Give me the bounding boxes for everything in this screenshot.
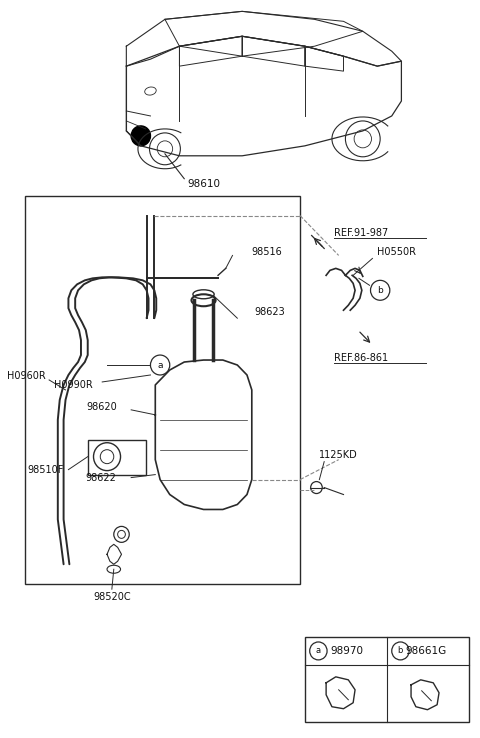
- Circle shape: [131, 126, 150, 146]
- Text: 1125KD: 1125KD: [319, 449, 358, 460]
- Text: REF.91-987: REF.91-987: [334, 227, 388, 238]
- Text: 98970: 98970: [330, 646, 363, 656]
- Text: 98622: 98622: [86, 472, 117, 483]
- Bar: [88, 440, 145, 475]
- Text: 98620: 98620: [86, 402, 117, 412]
- Text: 98510F: 98510F: [27, 465, 63, 475]
- Text: 98610: 98610: [187, 179, 220, 189]
- Bar: [25, 196, 300, 584]
- Text: 98516: 98516: [252, 247, 283, 258]
- Text: H0990R: H0990R: [54, 380, 93, 390]
- Text: a: a: [157, 361, 163, 370]
- Text: a: a: [316, 646, 321, 655]
- Text: H0960R: H0960R: [8, 371, 46, 381]
- Text: H0550R: H0550R: [377, 247, 416, 258]
- Bar: [305, 637, 469, 722]
- Text: 98623: 98623: [255, 307, 286, 317]
- Text: 98661G: 98661G: [405, 646, 446, 656]
- Text: b: b: [377, 286, 383, 294]
- Text: REF.86-861: REF.86-861: [334, 353, 388, 363]
- Text: b: b: [398, 646, 403, 655]
- Text: 98520C: 98520C: [93, 592, 131, 602]
